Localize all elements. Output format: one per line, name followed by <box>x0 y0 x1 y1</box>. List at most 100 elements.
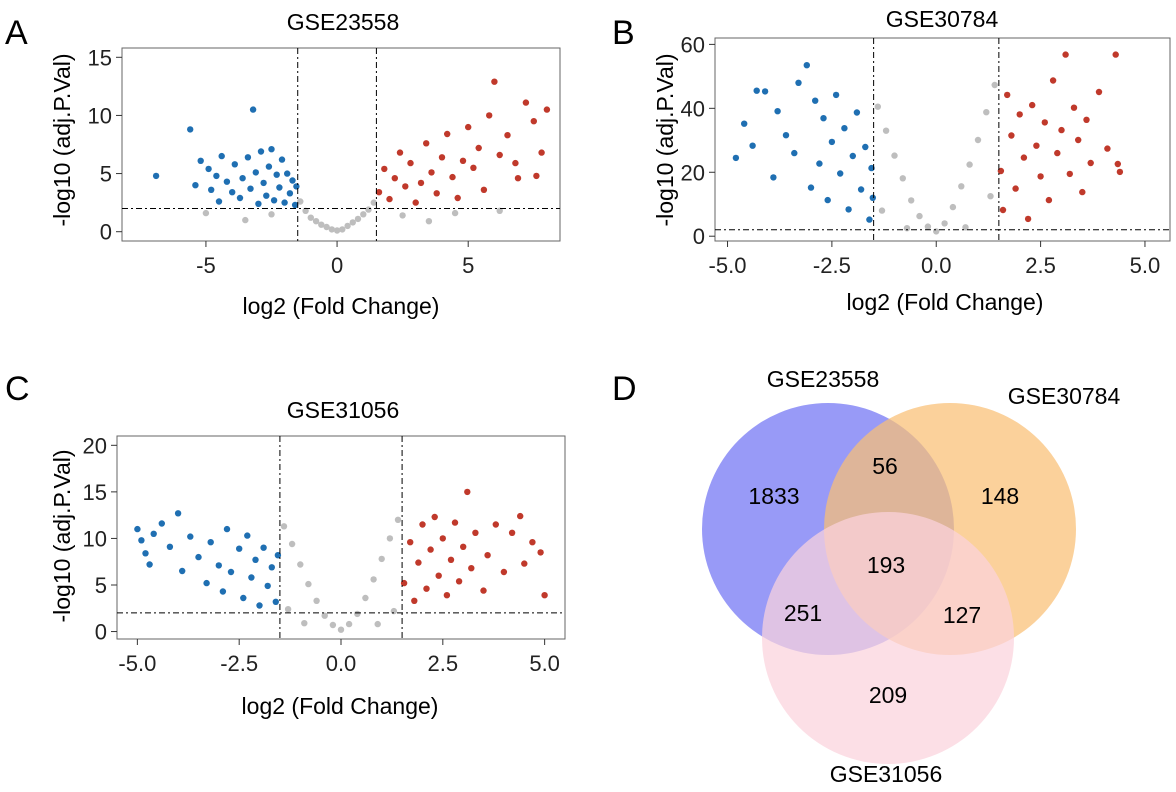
threshold-lines-c <box>117 436 565 639</box>
point-down-c-23 <box>260 544 267 551</box>
point-down-c-9 <box>187 533 194 540</box>
point-not-significant-c-6 <box>329 621 337 629</box>
point-up-b-27 <box>1116 168 1124 176</box>
point-down-c-13 <box>215 562 222 569</box>
point-up-b-7 <box>1024 215 1032 223</box>
point-down-c-0 <box>134 525 141 533</box>
point-down-b-24 <box>862 143 869 151</box>
point-down-a-8 <box>218 152 225 160</box>
point-not-significant-a-2 <box>307 214 314 221</box>
point-not-significant-c-12 <box>378 555 385 563</box>
y-tick-label-b-1: 20 <box>681 160 705 185</box>
point-up-b-22 <box>1087 159 1094 167</box>
point-not-significant-a-15 <box>268 211 275 218</box>
point-not-significant-a-0 <box>297 198 304 205</box>
x-tick-label-b-2: 0.0 <box>921 253 952 278</box>
point-not-significant-c-7 <box>337 626 345 633</box>
point-down-b-12 <box>812 97 819 104</box>
point-not-significant-a-10 <box>349 219 356 226</box>
point-not-significant-a-1 <box>302 207 309 214</box>
point-up-c-19 <box>484 552 491 559</box>
point-not-significant-b-5 <box>916 212 923 220</box>
point-up-a-20 <box>480 186 488 193</box>
y-tick-label-b-2: 40 <box>681 96 705 121</box>
point-up-b-8 <box>1029 101 1036 109</box>
point-up-c-20 <box>492 521 499 528</box>
point-down-a-26 <box>276 184 283 191</box>
point-not-significant-b-18 <box>987 193 994 200</box>
point-down-c-17 <box>236 545 243 552</box>
venn-circle-gse31056 <box>762 512 1014 764</box>
point-not-significant-b-15 <box>903 225 911 232</box>
venn-count-all-three: 193 <box>867 552 905 578</box>
y-axis-title-b: -log10 (adj.P.Val) <box>652 53 678 226</box>
point-down-b-22 <box>853 109 861 116</box>
point-down-a-23 <box>268 146 275 153</box>
point-down-a-17 <box>252 169 259 176</box>
y-tick-label-c-2: 10 <box>83 526 107 551</box>
point-down-c-10 <box>195 553 202 561</box>
point-down-b-18 <box>837 170 844 177</box>
chart-title-c: GSE31056 <box>287 397 400 423</box>
point-up-a-0 <box>375 189 383 196</box>
point-down-a-32 <box>291 201 299 209</box>
point-up-a-9 <box>423 140 430 147</box>
y-tick-label-a-3: 15 <box>88 45 112 70</box>
point-up-b-15 <box>1058 126 1065 134</box>
point-up-a-29 <box>543 106 551 113</box>
point-down-c-14 <box>219 588 227 595</box>
point-up-a-21 <box>486 112 493 119</box>
point-up-b-9 <box>1033 142 1040 149</box>
y-tick-label-a-2: 10 <box>88 103 112 128</box>
x-tick-label-a-0: -5 <box>196 253 216 278</box>
point-up-c-27 <box>541 592 548 599</box>
point-down-c-15 <box>223 525 231 533</box>
point-up-a-24 <box>504 132 511 139</box>
point-not-significant-a-13 <box>365 206 372 213</box>
point-up-c-12 <box>451 519 459 526</box>
point-not-significant-a-14 <box>370 199 377 206</box>
point-not-significant-b-1 <box>882 127 890 134</box>
point-up-a-23 <box>496 151 503 159</box>
y-tick-label-c-1: 5 <box>95 573 107 598</box>
point-down-a-6 <box>213 172 220 180</box>
point-down-a-33 <box>293 183 300 190</box>
data-points-a <box>152 78 551 234</box>
point-not-significant-c-10 <box>362 594 369 602</box>
point-not-significant-a-18 <box>425 218 433 225</box>
point-down-b-25 <box>866 216 873 223</box>
point-up-a-7 <box>412 199 419 206</box>
y-axis-title-c: -log10 (adj.P.Val) <box>49 449 75 622</box>
point-up-b-13 <box>1049 77 1057 84</box>
point-up-b-17 <box>1066 170 1074 178</box>
point-up-b-5 <box>1016 111 1023 118</box>
x-tick-label-a-1: 0 <box>331 253 343 278</box>
point-up-c-17 <box>472 529 479 536</box>
point-up-a-17 <box>465 123 472 131</box>
point-not-significant-c-8 <box>345 620 353 628</box>
point-down-b-2 <box>749 142 756 149</box>
point-up-a-19 <box>475 144 482 152</box>
point-not-significant-c-17 <box>284 606 292 613</box>
venn-count-gse31056-only: 209 <box>869 682 907 708</box>
point-down-c-11 <box>203 579 210 587</box>
chart-title-a: GSE23558 <box>287 9 400 35</box>
y-ticks-c: 0 5 10 15 20 <box>83 433 117 645</box>
point-not-significant-a-7 <box>333 227 341 234</box>
point-down-c-22 <box>256 602 263 609</box>
point-up-c-3 <box>415 559 422 566</box>
point-up-c-13 <box>455 578 463 585</box>
point-down-c-24 <box>264 582 271 590</box>
point-up-b-19 <box>1075 136 1082 144</box>
point-down-c-18 <box>240 594 247 602</box>
point-up-b-1 <box>999 206 1007 214</box>
point-up-b-2 <box>1004 91 1011 99</box>
point-up-c-4 <box>419 521 426 528</box>
point-up-a-16 <box>459 157 467 164</box>
point-not-significant-a-19 <box>451 209 459 217</box>
point-up-c-22 <box>508 529 516 536</box>
threshold-lines-a <box>122 48 560 241</box>
point-up-b-26 <box>1114 160 1122 168</box>
point-not-significant-c-5 <box>321 612 328 619</box>
